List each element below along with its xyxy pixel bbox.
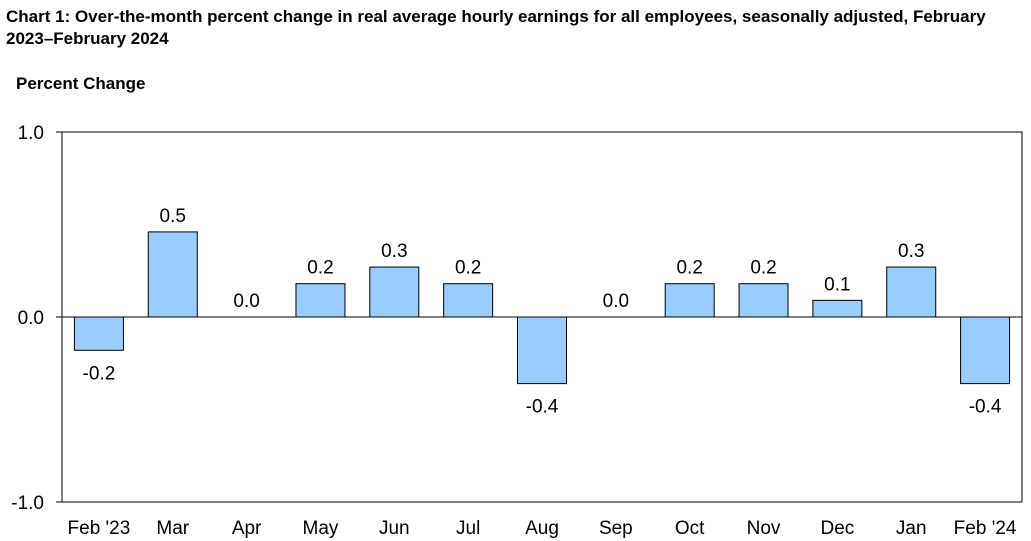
plot-frame — [61, 131, 1023, 503]
y-tick-label: -1.0 — [11, 493, 44, 514]
bar-0 — [73, 316, 124, 351]
data-labels: -0.2 0.5 0.0 0.2 0.3 0.2 -0.4 0.0 0.2 0.2 0.1 0.3 -0… — [83, 206, 1002, 418]
bar-10 — [812, 299, 863, 318]
bar-8 — [664, 283, 715, 318]
y-tick-label: 0.0 — [18, 308, 44, 329]
x-tick-label: Feb '23 — [68, 518, 131, 539]
data-label: 0.5 — [160, 206, 186, 227]
x-tick-label: May — [303, 518, 339, 539]
data-label: -0.4 — [969, 397, 1002, 418]
data-label: 0.3 — [381, 241, 407, 262]
bar-3 — [295, 283, 346, 318]
data-label: 0.2 — [307, 258, 333, 279]
bar-12 — [960, 316, 1011, 385]
x-tick-label: Jul — [456, 518, 480, 539]
bar-5 — [443, 283, 494, 318]
x-tick-label: Mar — [156, 518, 189, 539]
y-axis-label: Percent Change — [16, 74, 146, 93]
x-tick-label: Feb '24 — [954, 518, 1017, 539]
x-tick-label: Nov — [747, 518, 781, 539]
bar-6 — [517, 316, 567, 385]
data-label: 0.0 — [603, 291, 629, 312]
x-tick-label: Sep — [599, 518, 633, 539]
y-axis-ticks: -1.0 0.0 1.0 — [11, 123, 62, 514]
x-tick-label: Dec — [820, 518, 854, 539]
chart-title: Chart 1: Over-the-month percent change i… — [6, 7, 986, 48]
bar-11 — [886, 266, 937, 318]
x-tick-label: Aug — [525, 518, 559, 539]
x-axis-tick-labels: Feb '23 Mar Apr May Jun Jul Aug Sep Oct Nov Dec Jan… — [68, 518, 1017, 539]
bar-1 — [147, 231, 198, 318]
data-label: 0.0 — [233, 291, 259, 312]
bar-4 — [369, 266, 420, 318]
data-label: 0.2 — [676, 258, 702, 279]
data-label: 0.3 — [898, 241, 924, 262]
x-tick-label: Oct — [675, 518, 705, 539]
x-tick-label: Apr — [232, 518, 262, 539]
data-label: 0.2 — [750, 258, 776, 279]
plot-frame-layer — [61, 131, 1023, 503]
data-label: 0.2 — [455, 258, 481, 279]
y-tick-label: 1.0 — [18, 123, 44, 144]
bar-series — [73, 231, 1011, 385]
bar-9 — [738, 283, 789, 318]
x-tick-label: Jan — [896, 518, 927, 539]
data-label: -0.4 — [526, 397, 559, 418]
x-tick-label: Jun — [379, 518, 410, 539]
data-label: 0.1 — [824, 274, 850, 295]
data-label: -0.2 — [83, 363, 116, 384]
